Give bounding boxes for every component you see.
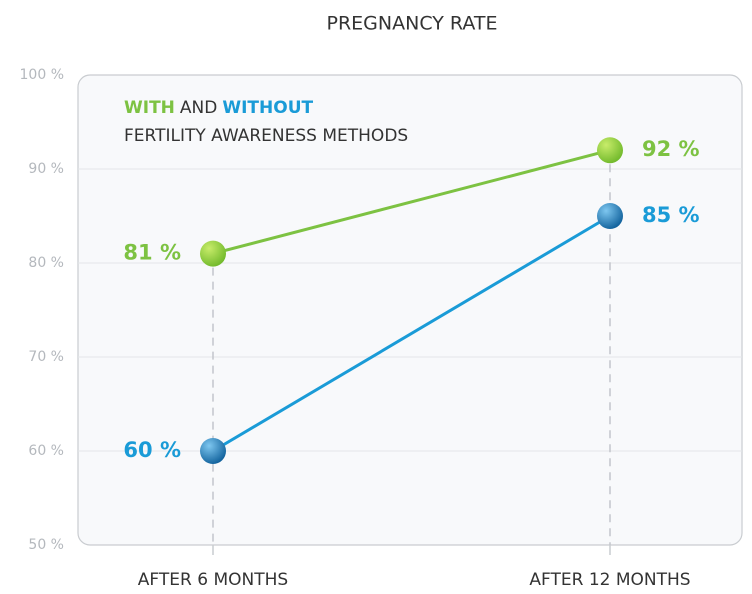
y-tick-label: 60 %	[28, 443, 64, 459]
data-label: 60 %	[123, 438, 181, 462]
chart-title: PREGNANCY RATE	[327, 13, 498, 35]
legend-joiner: AND	[180, 98, 217, 118]
x-tick-label: AFTER 12 MONTHS	[529, 570, 690, 590]
data-label: 92 %	[642, 137, 700, 161]
legend-entry: WITH	[124, 98, 175, 118]
data-point	[200, 438, 226, 464]
data-point	[200, 240, 226, 267]
y-tick-label: 90 %	[28, 161, 64, 177]
legend: WITH AND WITHOUT	[124, 98, 314, 118]
y-tick-label: 80 %	[28, 255, 64, 271]
series-line	[212, 148, 611, 256]
legend-caption: FERTILITY AWARENESS METHODS	[124, 126, 408, 146]
y-tick-label: 70 %	[28, 349, 64, 365]
series-line	[212, 214, 611, 453]
y-tick-label: 100 %	[20, 67, 64, 83]
data-label: 85 %	[642, 203, 700, 227]
y-tick-label: 50 %	[28, 537, 64, 553]
x-tick-label: AFTER 6 MONTHS	[138, 570, 288, 590]
data-point	[597, 203, 623, 229]
plot-area	[77, 74, 743, 546]
legend-entry: WITHOUT	[222, 98, 313, 118]
data-point	[597, 137, 623, 164]
data-label: 81 %	[123, 241, 181, 265]
